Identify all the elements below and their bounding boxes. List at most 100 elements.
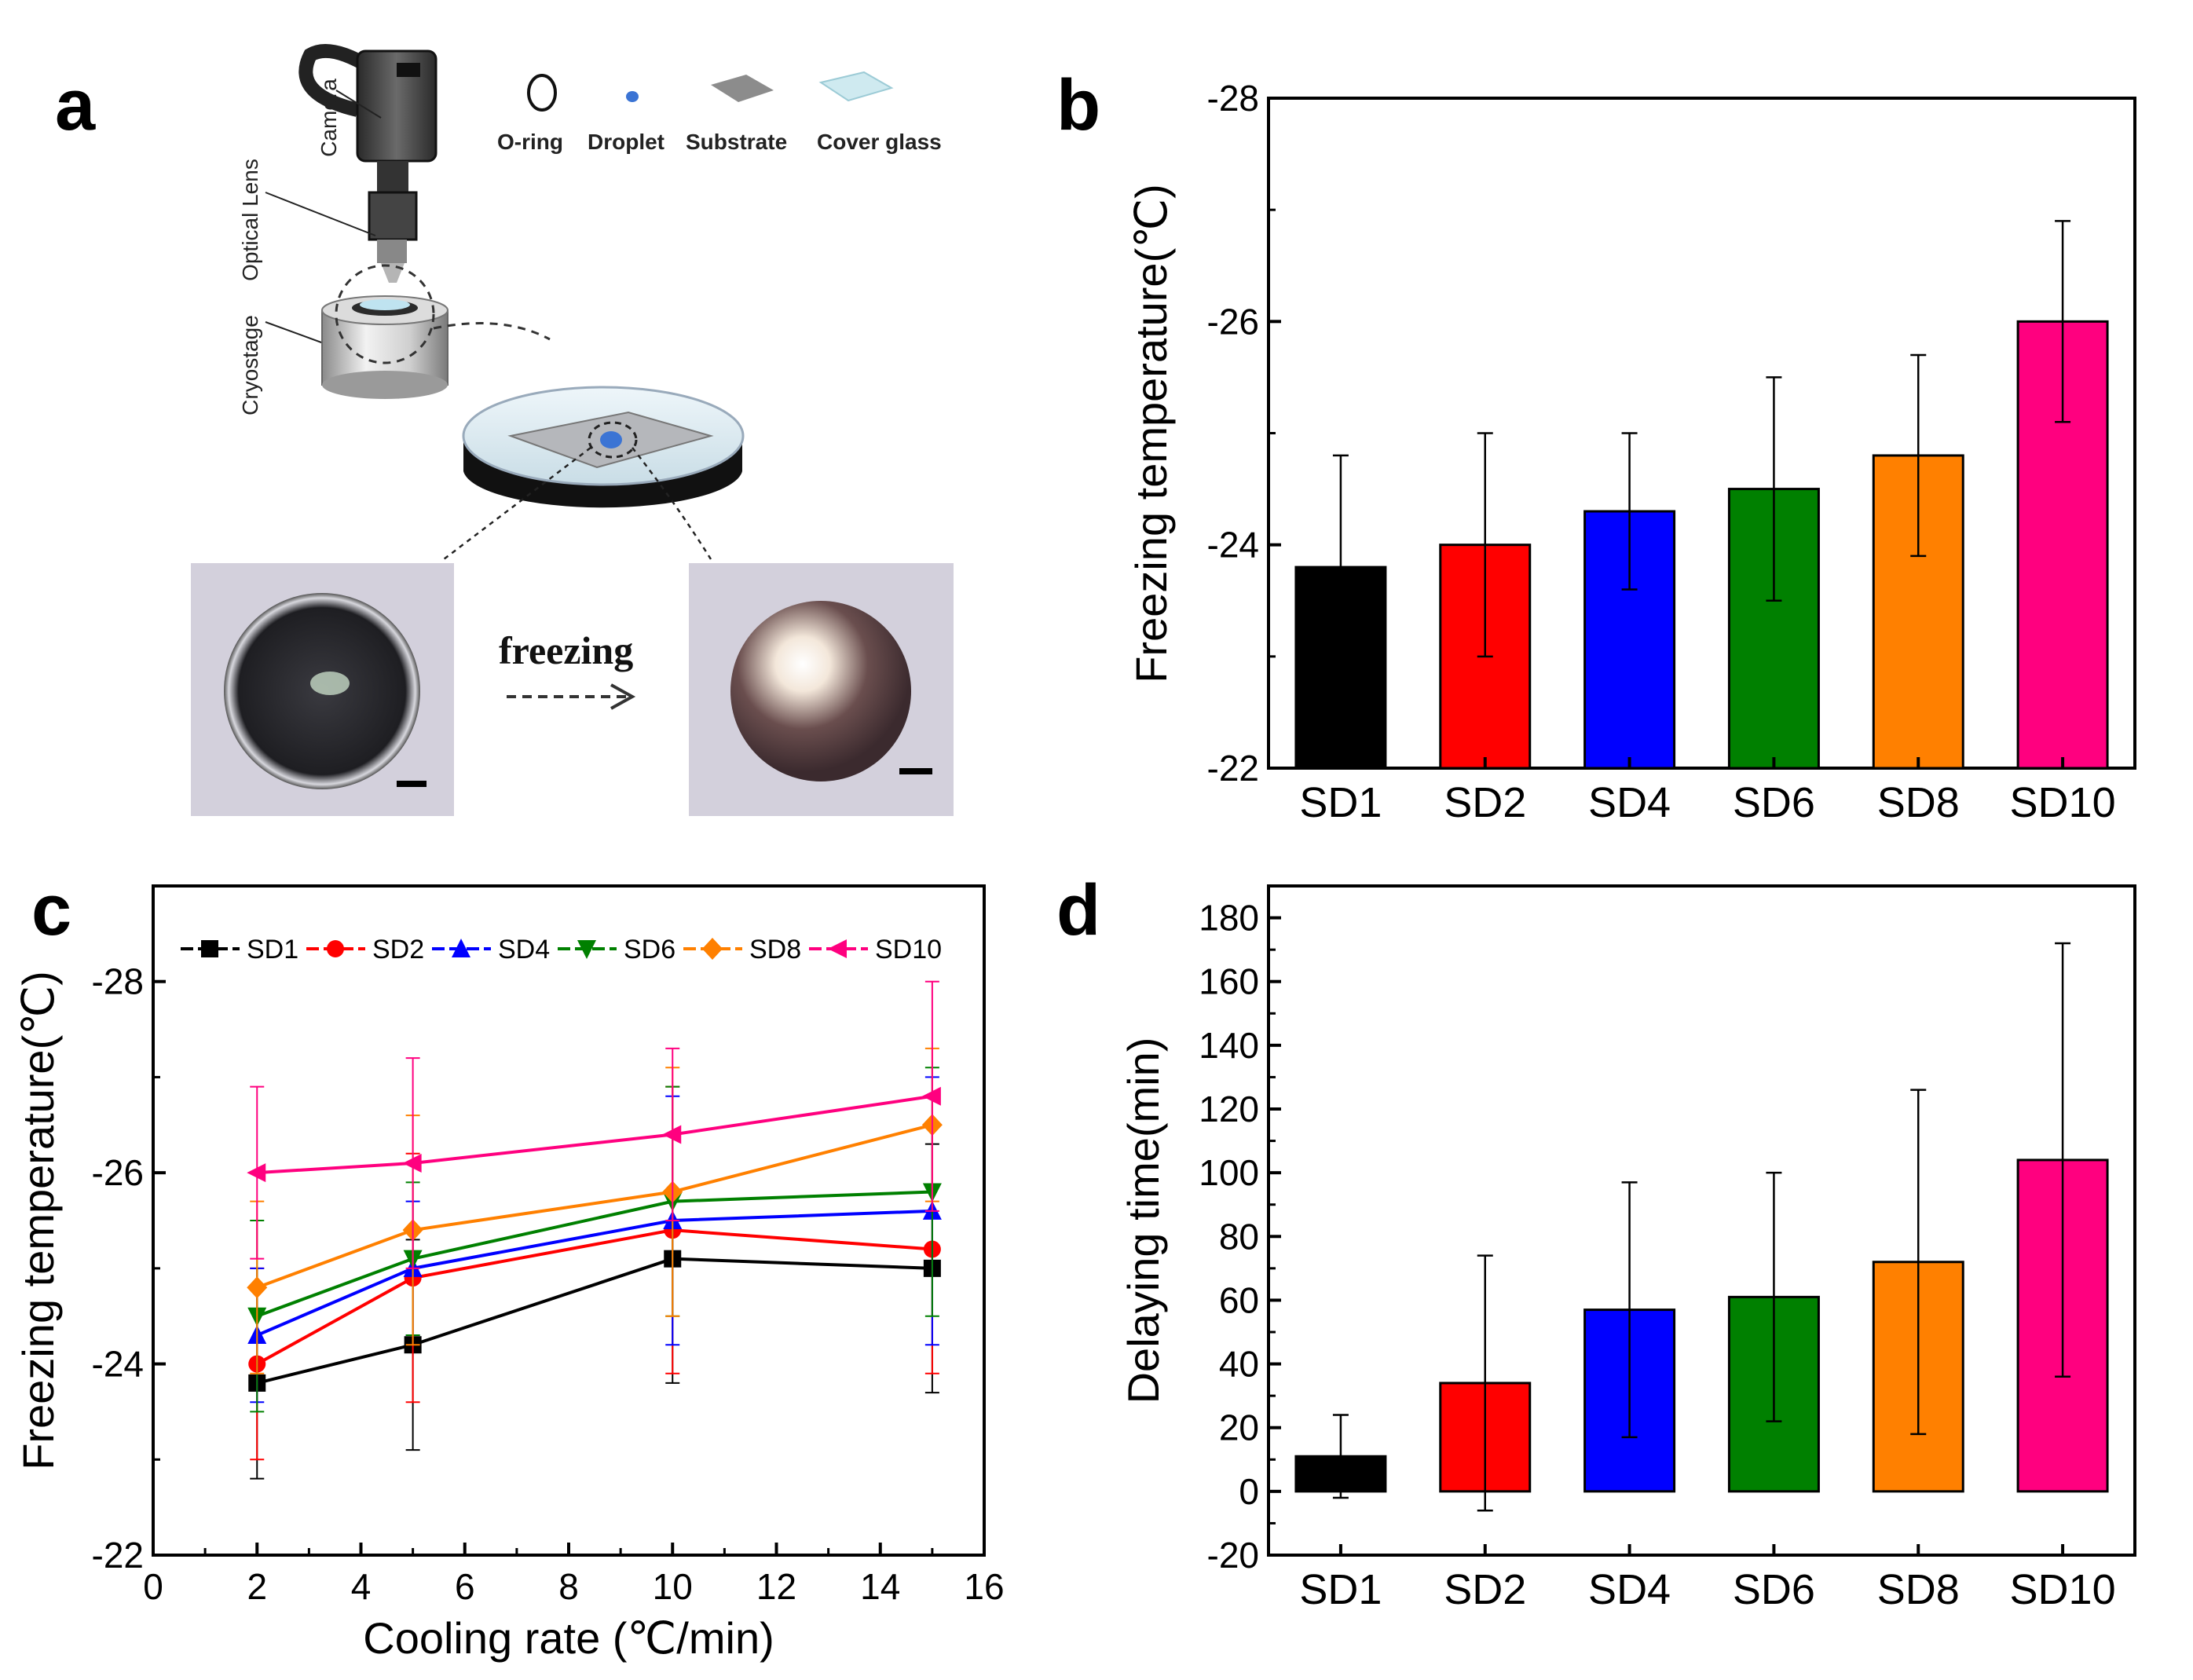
- panel-a-label: a: [55, 65, 96, 145]
- c-legend-label-sd8: SD8: [749, 935, 801, 964]
- zoom-connector: [433, 322, 551, 341]
- c-series-line-sd6: [256, 1190, 932, 1318]
- cryostage-illustration: [321, 264, 448, 399]
- c-point-sd8: [247, 1276, 268, 1299]
- c-ytick-label: -22: [92, 1535, 144, 1576]
- scale-bar-after: [899, 768, 932, 774]
- chart-d-y-ticks: -20 0 20 40 60 80 100 120 140 160 180: [1199, 898, 1281, 1576]
- c-ytick-label: -26: [92, 1152, 144, 1193]
- droplet-icon: [626, 91, 639, 102]
- cryostage-label: Cryostage: [238, 315, 262, 415]
- petri-dish-illustration: [462, 386, 745, 508]
- panel-c: c 0 2 4 6 8 10 12 14 16 -22 -24 -26 -28 SD1 SD2 SD4 SD6…: [13, 870, 1005, 1663]
- c-series-line-sd4: [256, 1209, 932, 1337]
- c-series-line-sd2: [256, 1228, 933, 1366]
- c-xtick-label: 8: [558, 1566, 579, 1607]
- o-ring-icon: [527, 74, 557, 112]
- c-point-sd10: [662, 1125, 682, 1144]
- schematic-legend: O-ring Droplet Substrate Cover glass: [497, 71, 942, 154]
- chart-b-bars: [1294, 220, 2109, 770]
- b-ytick-label: -22: [1207, 748, 1259, 789]
- c-legend-marker-sd2: [327, 940, 344, 957]
- c-xtick-label: 0: [143, 1566, 163, 1607]
- b-ytick-label: -24: [1207, 525, 1259, 565]
- c-series-line-sd8: [256, 1123, 933, 1290]
- freezing-label: freezing: [499, 628, 633, 672]
- b-category-label: SD6: [1733, 779, 1815, 826]
- d-ytick-label: 20: [1219, 1407, 1259, 1448]
- d-ytick-label: 180: [1199, 898, 1259, 939]
- d-ytick-label: -20: [1207, 1535, 1259, 1576]
- panel-d-label: d: [1056, 870, 1100, 950]
- d-ytick-label: 80: [1219, 1216, 1259, 1257]
- d-category-label: SD6: [1733, 1566, 1815, 1613]
- c-legend-label-sd6: SD6: [624, 935, 675, 964]
- b-category-label: SD1: [1299, 779, 1382, 826]
- chart-b-ylabel: Freezing temperature(℃): [1126, 184, 1176, 683]
- c-series-line-sd10: [257, 1094, 933, 1175]
- chart-c-xlabel: Cooling rate (℃/min): [363, 1613, 774, 1663]
- chart-d-ylabel: Delaying time(min): [1118, 1038, 1168, 1404]
- chart-c-frame: [152, 884, 986, 1557]
- c-xtick-label: 6: [455, 1566, 475, 1607]
- c-point-sd10: [921, 1086, 941, 1106]
- chart-c-ylabel: Freezing temperature(℃): [13, 971, 63, 1470]
- c-ytick-label: -28: [92, 961, 144, 1002]
- c-xtick-label: 4: [351, 1566, 372, 1607]
- d-category-label: SD10: [2010, 1566, 2116, 1613]
- d-category-label: SD8: [1877, 1566, 1960, 1613]
- substrate-icon: [711, 75, 774, 102]
- chart-b-frame: [1267, 97, 2136, 770]
- d-ytick-label: 40: [1219, 1344, 1259, 1385]
- panel-b: b -22 -24 -26 -28 SD1 SD2 SD4 SD6 SD8 SD10 Freez…: [1056, 65, 2136, 826]
- chart-d-categories: SD1 SD2 SD4 SD6 SD8 SD10: [1299, 1544, 2116, 1613]
- panel-b-label: b: [1056, 65, 1100, 145]
- c-legend-marker-sd1: [201, 940, 218, 957]
- d-ytick-label: 120: [1199, 1089, 1259, 1129]
- cover-glass-icon: [818, 71, 894, 102]
- c-legend-label-sd2: SD2: [372, 935, 424, 964]
- cryostage-pointer: [265, 321, 331, 346]
- c-xtick-label: 2: [247, 1566, 267, 1607]
- d-ytick-label: 100: [1199, 1152, 1259, 1193]
- c-xtick-label: 12: [756, 1566, 796, 1607]
- chart-b-categories: SD1 SD2 SD4 SD6 SD8 SD10: [1299, 757, 2116, 826]
- legend-droplet: Droplet: [588, 130, 664, 154]
- c-legend-marker-sd6: [577, 940, 596, 959]
- b-category-label: SD4: [1588, 779, 1671, 826]
- d-category-label: SD1: [1299, 1566, 1382, 1613]
- chart-b-y-ticks: -22 -24 -26 -28: [1207, 78, 1281, 789]
- zoom-line-left: [443, 447, 591, 560]
- c-xtick-label: 14: [860, 1566, 900, 1607]
- legend-cover-glass: Cover glass: [817, 130, 942, 154]
- chart-d-bars: [1294, 942, 2109, 1512]
- chart-d-frame: [1267, 884, 2136, 1557]
- panel-a: a Camera Optical Lens Cryostage: [55, 44, 954, 816]
- lens-pointer: [265, 192, 376, 236]
- c-ytick-label: -24: [92, 1344, 144, 1385]
- c-legend-label-sd10: SD10: [875, 935, 942, 964]
- zoom-line-right: [632, 447, 712, 560]
- panel-c-label: c: [31, 870, 71, 950]
- d-ytick-label: 140: [1199, 1025, 1259, 1066]
- camera-illustration: [298, 44, 438, 283]
- c-point-sd10: [247, 1163, 266, 1183]
- b-ytick-label: -28: [1207, 78, 1259, 119]
- c-legend-marker-sd8: [702, 938, 723, 960]
- b-ytick-label: -26: [1207, 301, 1259, 342]
- legend-substrate: Substrate: [686, 130, 787, 154]
- chart-c-ticks: 0 2 4 6 8 10 12 14 16 -22 -24 -26 -28: [92, 884, 1005, 1607]
- scale-bar-before: [397, 781, 427, 787]
- c-legend-label-sd1: SD1: [247, 935, 298, 964]
- chart-c-legend: SD1 SD2 SD4 SD6 SD8 SD10: [181, 935, 942, 964]
- c-xtick-label: 16: [964, 1566, 1004, 1607]
- c-legend-label-sd4: SD4: [498, 935, 550, 964]
- c-legend-marker-sd4: [452, 939, 470, 957]
- micrograph-before: [191, 563, 454, 816]
- camera-pointer: [335, 90, 382, 119]
- b-category-label: SD8: [1877, 779, 1960, 826]
- d-category-label: SD4: [1588, 1566, 1671, 1613]
- b-category-label: SD2: [1444, 779, 1526, 826]
- c-point-sd10: [402, 1153, 422, 1173]
